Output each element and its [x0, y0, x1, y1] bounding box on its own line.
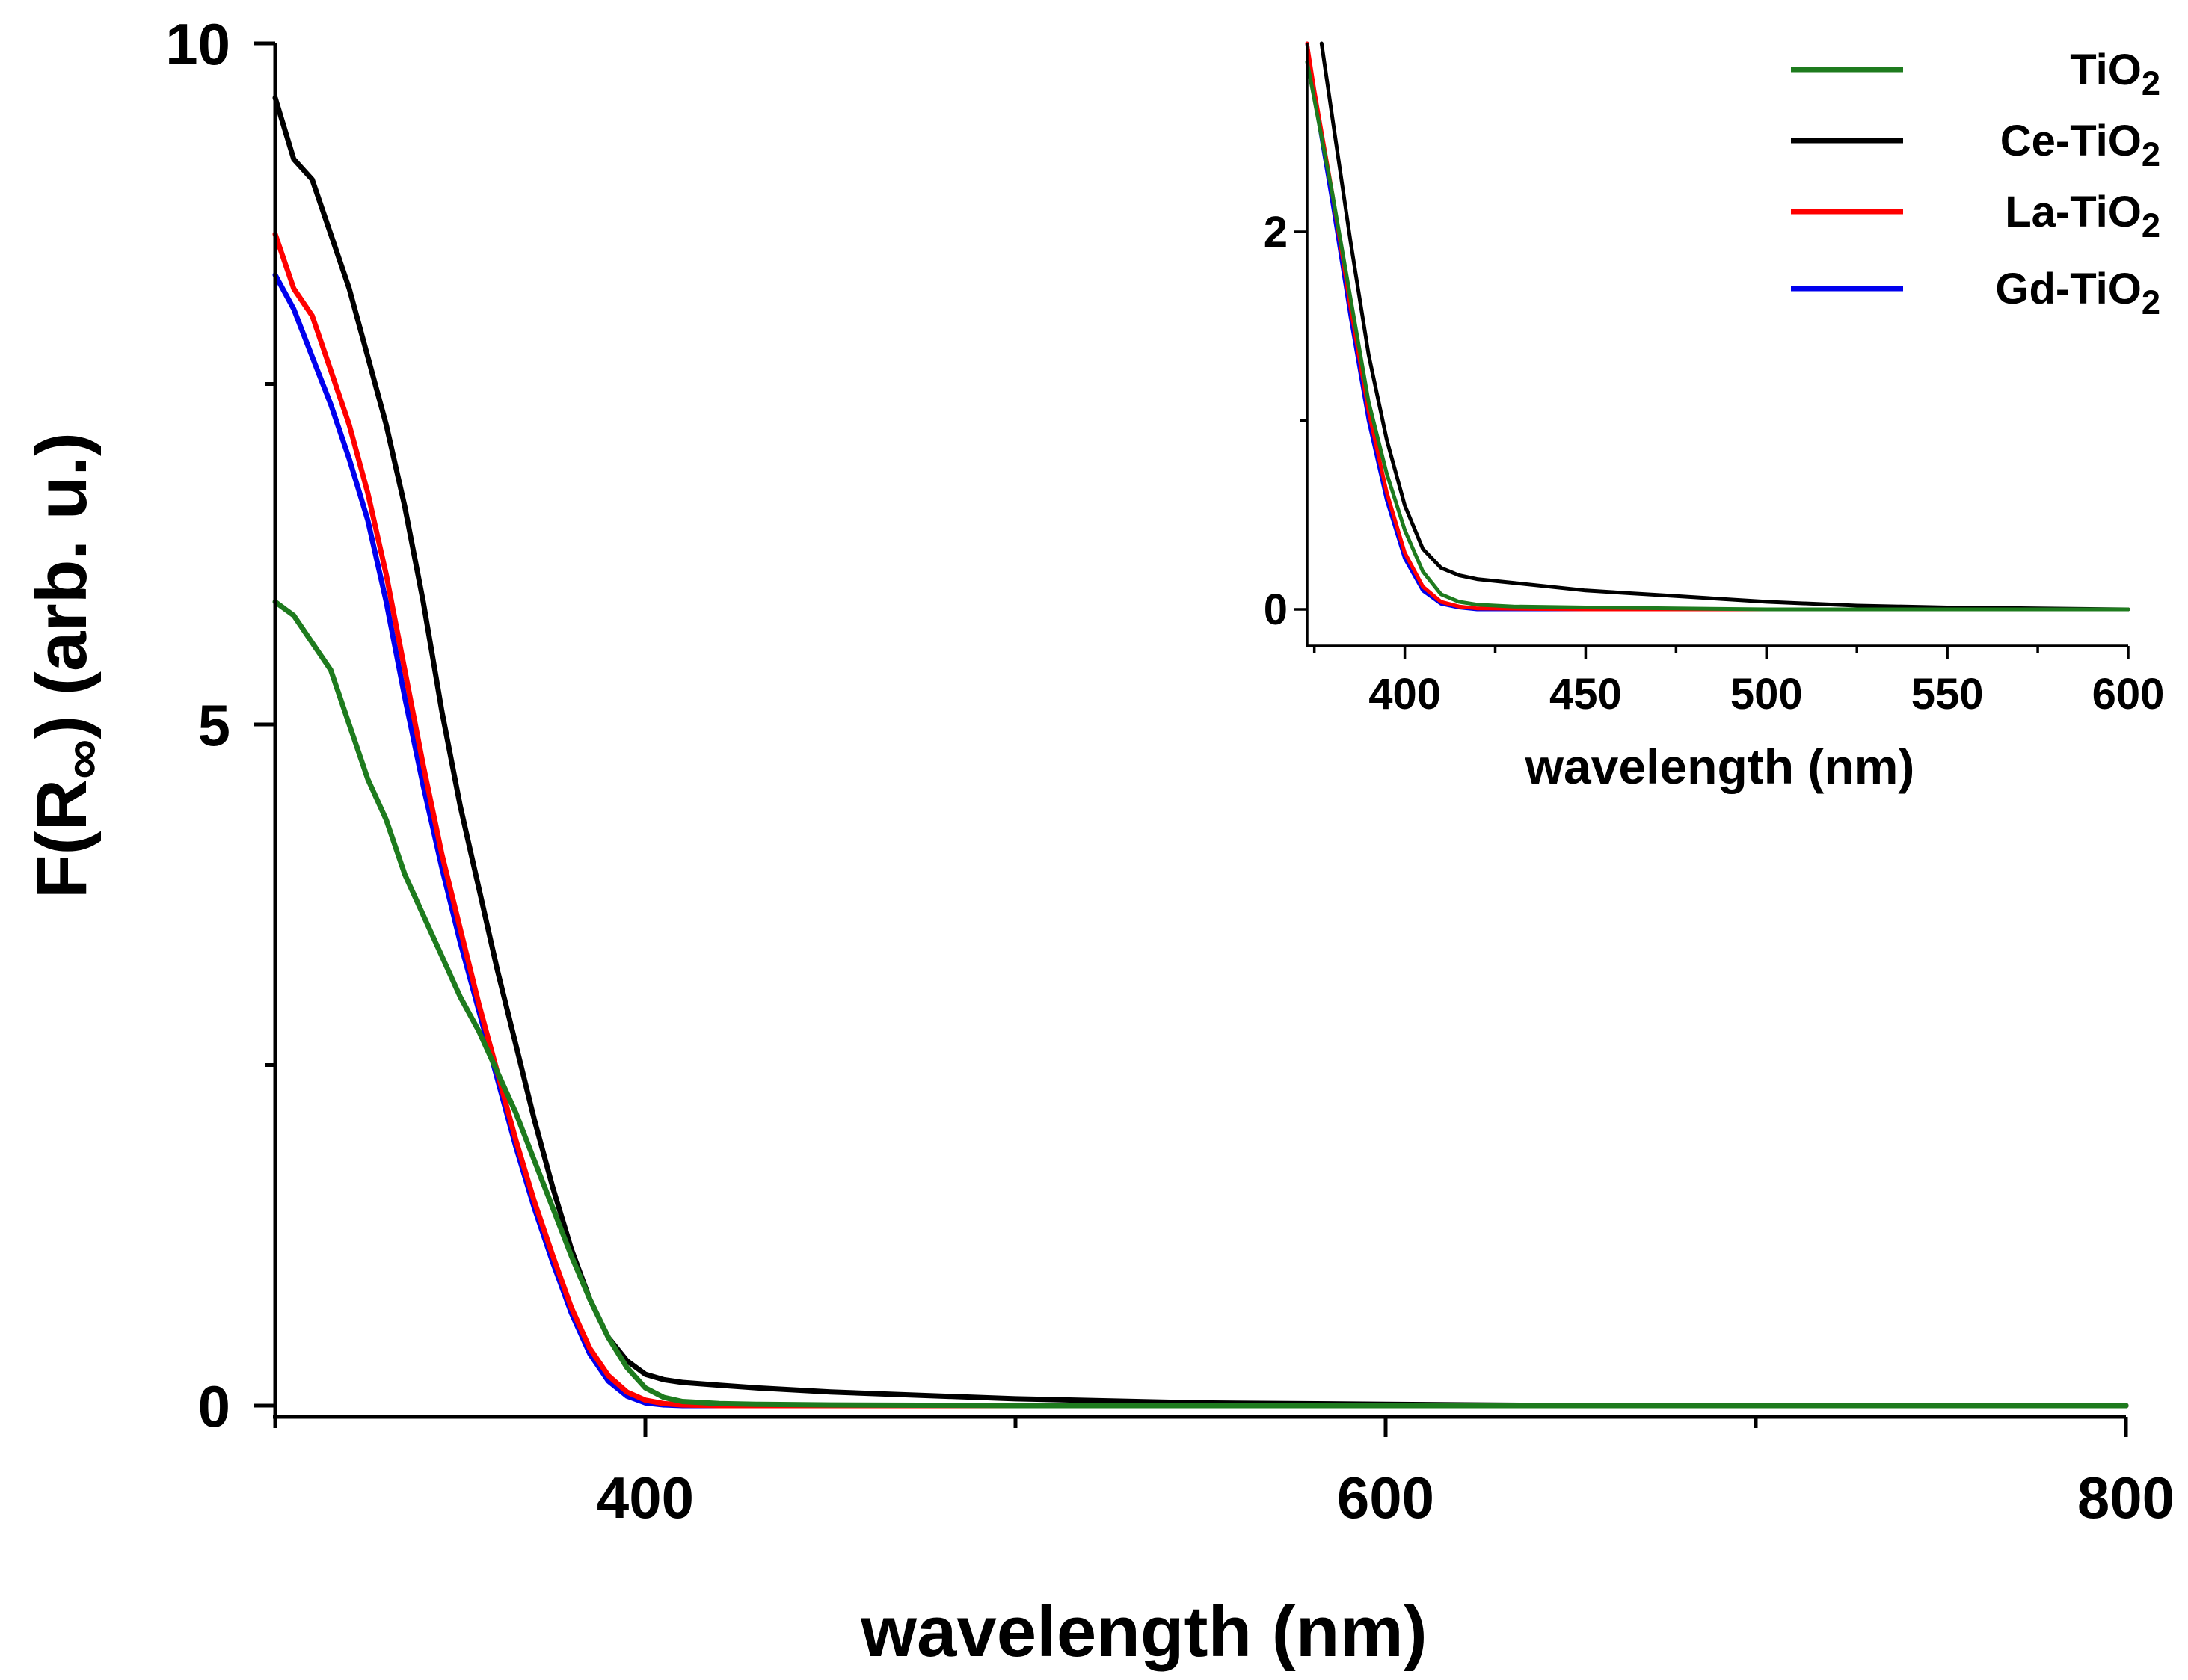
legend-label-subscript: 2	[2142, 135, 2160, 173]
main-series-line-tio2	[272, 599, 2129, 1409]
main-plot: 400 600 800 0 5 10 wavelength (nm) F(R∞) (arb…	[22, 11, 2175, 1672]
inset-x-tick-label: 600	[2092, 670, 2165, 719]
legend-label-text: Gd-TiO	[1995, 265, 2141, 313]
main-x-tick-label: 800	[2077, 1465, 2175, 1530]
main-series-line-ce-tio2	[272, 95, 2129, 1409]
y-title-prefix: F(R	[22, 779, 102, 899]
main-x-axis-title: wavelength (nm)	[860, 1592, 1427, 1672]
y-title-suffix: ) (arb. u.)	[22, 432, 102, 739]
inset-x-tick-label: 400	[1368, 670, 1441, 719]
inset-ticks	[1294, 230, 2130, 659]
legend-label-subscript: 2	[2142, 206, 2160, 244]
main-y-tick-label: 10	[165, 11, 230, 77]
inset-series-line-tio2	[1305, 60, 2130, 612]
inset-x-tick-label: 500	[1730, 670, 1803, 719]
main-series-group	[272, 95, 2129, 1409]
legend-label-gd-tio2: Gd-TiO2	[1995, 265, 2160, 321]
inset-plot: 400 450 500 550 600 0 2 wavelength (nm)	[1264, 41, 2165, 794]
main-series-line-gd-tio2	[272, 272, 2129, 1409]
main-y-axis-title: F(R∞) (arb. u.)	[22, 432, 113, 899]
inset-series-line-ce-tio2	[1319, 41, 2130, 612]
inset-y-tick-label: 2	[1264, 208, 1288, 256]
main-tick-labels: 400 600 800 0 5 10	[165, 11, 2175, 1530]
main-series-line-la-tio2	[272, 231, 2129, 1409]
inset-x-tick-label: 550	[1911, 670, 1984, 719]
legend-label-ce-tio2: Ce-TiO2	[2000, 117, 2160, 173]
legend-label-la-tio2: La-TiO2	[2005, 188, 2160, 244]
main-x-tick-label: 400	[597, 1465, 694, 1530]
main-x-tick-label: 600	[1337, 1465, 1434, 1530]
legend-label-text: Ce-TiO	[2000, 117, 2142, 165]
y-title-subscript: ∞	[50, 739, 113, 779]
inset-series-group	[1305, 41, 2130, 612]
legend-label-subscript: 2	[2142, 64, 2160, 102]
main-y-tick-label: 5	[198, 692, 230, 758]
legend-label-text: La-TiO	[2005, 188, 2142, 236]
inset-tick-labels: 400 450 500 550 600 0 2	[1264, 208, 2165, 719]
inset-x-axis-title: wavelength (nm)	[1525, 739, 1915, 794]
inset-y-tick-label: 0	[1264, 585, 1288, 634]
legend-label-tio2: TiO2	[2070, 46, 2160, 102]
main-ticks	[254, 41, 2128, 1437]
legend-label-subscript: 2	[2142, 283, 2160, 321]
main-y-tick-label: 0	[198, 1373, 230, 1439]
legend-label-text: TiO	[2070, 46, 2142, 94]
inset-x-tick-label: 450	[1549, 670, 1622, 719]
